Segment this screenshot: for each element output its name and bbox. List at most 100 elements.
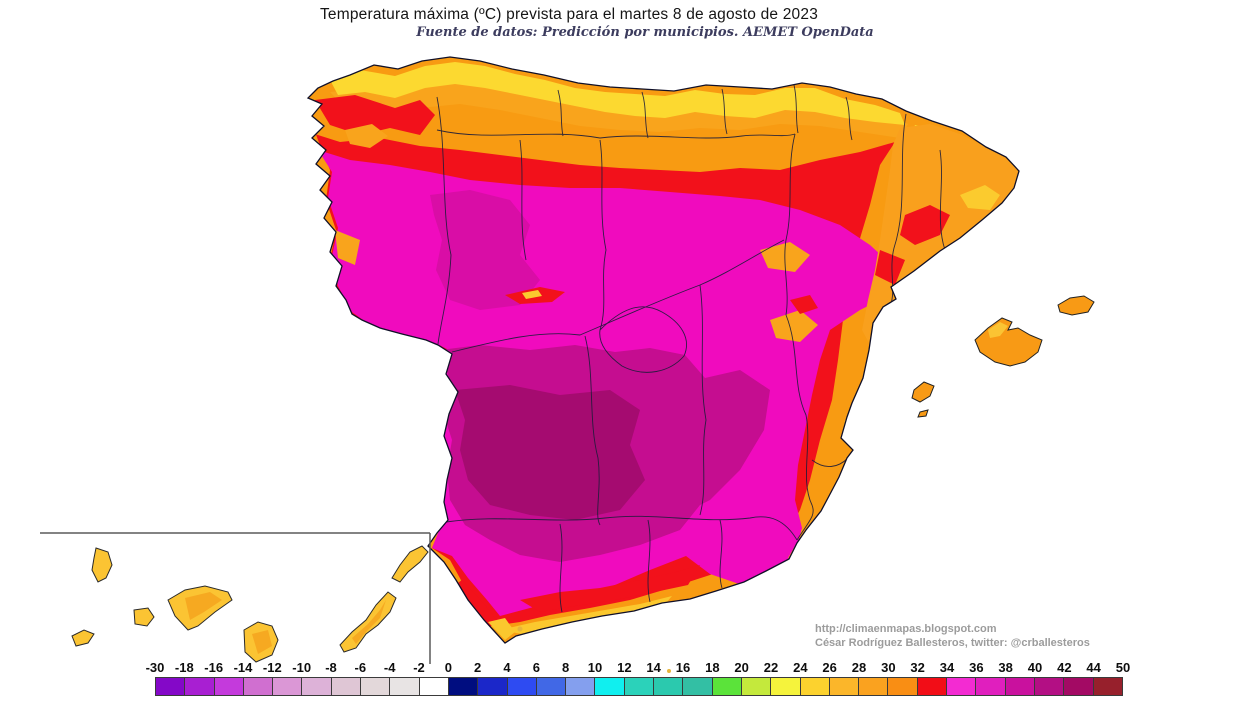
legend-tick-label: 30 — [881, 660, 896, 675]
legend-cell — [595, 678, 625, 695]
north-yellow-coast-strip — [330, 62, 905, 125]
canary-inset — [40, 532, 431, 664]
cadiz-red-patch — [455, 580, 498, 628]
legend-tick-label: -4 — [383, 660, 396, 675]
teruel-orange-patch — [770, 310, 818, 342]
galicia-red-patch — [315, 95, 435, 135]
legend-cell — [507, 678, 537, 695]
legend-tick-label: 26 — [822, 660, 837, 675]
legend-cell — [361, 678, 391, 695]
legend-tick-label: 22 — [763, 660, 779, 675]
legend-tick-label: 4 — [503, 660, 511, 675]
legend-cell — [683, 678, 713, 695]
legend-tick-labels: -30 -18 -16 -14 -12 -10 -8 -6 -4 -2 0 2 4 6 8 10 12 14 16 1… — [146, 660, 1131, 676]
legend-tick-label: 14 — [646, 660, 661, 675]
legend-cell — [448, 678, 479, 695]
legend-tick-label: 36 — [969, 660, 984, 675]
legend-tick-label: -2 — [413, 660, 425, 675]
legend-tick-label: 42 — [1057, 660, 1072, 675]
legend-tick-label: 0 — [444, 660, 452, 675]
catalonia-gold-patch — [960, 185, 1000, 210]
legend-cell — [478, 678, 508, 695]
legend-cell — [654, 678, 684, 695]
galicia-orange-patch-2 — [345, 124, 388, 148]
formentera-island — [917, 409, 929, 418]
legend-cell — [536, 678, 567, 695]
legend-cell — [917, 678, 948, 695]
legend-tick-label: -10 — [292, 660, 312, 675]
legend-cell — [1064, 678, 1094, 695]
legend-cell — [302, 678, 332, 695]
catalonia-orange-region — [862, 124, 1019, 345]
legend-cell — [741, 678, 772, 695]
galicia-orange-patch-1 — [335, 230, 360, 265]
el-hierro-island — [71, 629, 95, 647]
legend-cell — [712, 678, 742, 695]
south-red-band — [520, 565, 700, 612]
legend-cell — [829, 678, 860, 695]
legend-cell — [331, 678, 362, 695]
legend-cell — [1093, 678, 1122, 695]
legend-cell — [800, 678, 830, 695]
legend-cell — [771, 678, 801, 695]
legend-tick-label: 18 — [705, 660, 720, 675]
legend-tick-label: -16 — [204, 660, 224, 675]
attribution-author: César Rodríguez Ballesteros, twitter: @c… — [815, 637, 1090, 649]
mallorca-gold-patch — [988, 322, 1008, 338]
fuerteventura-island — [339, 591, 397, 653]
legend-tick-label: 50 — [1115, 660, 1131, 675]
legend-tick-label: 10 — [587, 660, 603, 675]
legend-tick-label: 24 — [793, 660, 808, 675]
legend-tick-label: -14 — [233, 660, 253, 675]
legend-cell — [419, 678, 449, 695]
legend-cell — [947, 678, 977, 695]
legend-cell — [156, 678, 186, 695]
legend-tick-label: 16 — [675, 660, 691, 675]
legend-cell — [859, 678, 889, 695]
legend-tick-label: 2 — [474, 660, 482, 675]
legend-tick-label: 6 — [532, 660, 540, 675]
catalonia-red-patch-1 — [900, 205, 950, 245]
legend-tick-label: 32 — [910, 660, 925, 675]
legend-cell — [566, 678, 596, 695]
lanzarote-island — [391, 545, 429, 583]
legend-cell — [185, 678, 215, 695]
legend-cell — [624, 678, 655, 695]
legend-cell — [976, 678, 1006, 695]
legend-cell — [1034, 678, 1065, 695]
legend-color-bar — [155, 677, 1123, 696]
legend-cell — [214, 678, 244, 695]
la-palma-island — [91, 547, 113, 583]
nw-plateau-dark-patch — [430, 190, 540, 310]
iberico-red-patch — [790, 295, 818, 314]
legend-cell — [243, 678, 274, 695]
attribution: http://climaenmapas.blogspot.com César R… — [815, 622, 1090, 650]
legend-tick-label: 40 — [1027, 660, 1043, 675]
south-gold-fringe — [500, 596, 672, 634]
tarifa-gold-tip — [488, 618, 515, 640]
legend-area-speck — [667, 669, 671, 673]
map-title: Temperatura máxima (ºC) prevista para el… — [319, 6, 819, 23]
legend-tick-label: -6 — [354, 660, 367, 675]
alboran-speck — [517, 626, 523, 632]
map-subtitle: Fuente de datos: Predicción por municipi… — [416, 25, 874, 40]
tenerife-orange-shade — [185, 592, 222, 620]
mallorca-island — [974, 317, 1043, 367]
province-borders — [436, 84, 946, 613]
gran-canaria-orange-shade — [252, 630, 272, 654]
legend-cell — [273, 678, 303, 695]
legend-tick-label: -8 — [325, 660, 337, 675]
ibiza-island — [911, 381, 935, 403]
legend-cell — [390, 678, 420, 695]
gredos-gold-streak — [522, 290, 542, 299]
legend-tick-label: 8 — [562, 660, 570, 675]
peninsula-coastline — [306, 56, 1020, 644]
menorca-island — [1057, 295, 1095, 316]
la-gomera-island — [133, 607, 155, 627]
darkest-40-42-core — [455, 385, 645, 520]
legend-tick-label: -30 — [145, 660, 165, 675]
legend-tick-label: 34 — [939, 660, 955, 675]
legend-tick-label: 28 — [851, 660, 867, 675]
catalonia-red-patch-2 — [875, 250, 905, 285]
